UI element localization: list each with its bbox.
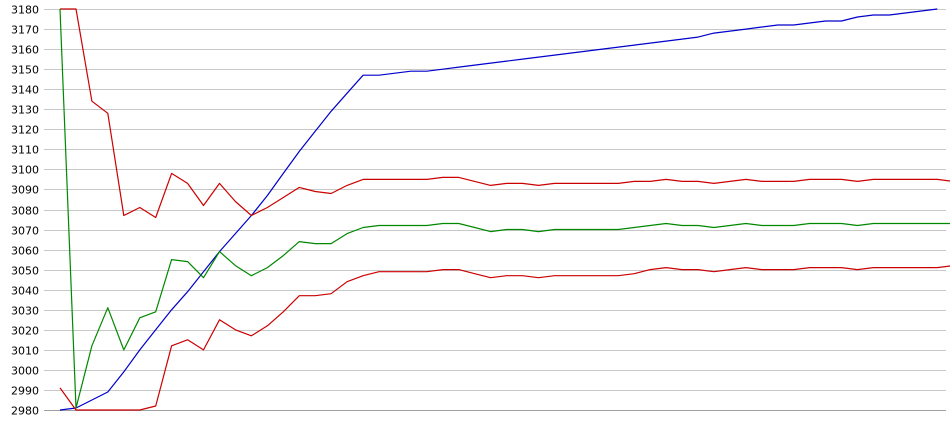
y-tick-label: 3080 [11, 205, 39, 218]
y-tick-label: 3020 [11, 325, 39, 338]
y-tick-label: 3100 [11, 164, 39, 177]
y-tick-label: 2990 [11, 385, 39, 398]
y-tick-label: 3060 [11, 245, 39, 258]
y-tick-label: 3070 [11, 225, 39, 238]
y-axis-tick-labels: 2980 2990 3000 3010 3020 3030 3040 3050 3060 3070… [11, 4, 39, 418]
y-tick-label: 3180 [11, 4, 39, 17]
series-line-3 [59, 8, 950, 409]
y-tick-label: 3050 [11, 265, 39, 278]
y-tick-label: 3110 [11, 144, 39, 157]
y-tick-label: 3090 [11, 184, 39, 197]
series-lines [59, 8, 950, 411]
y-tick-label: 3120 [11, 124, 39, 137]
y-tick-label: 3150 [11, 64, 39, 77]
series-line-1 [59, 8, 938, 411]
y-tick-label: 3170 [11, 24, 39, 37]
y-tick-label: 2980 [11, 405, 39, 418]
y-tick-label: 3130 [11, 104, 39, 117]
y-tick-label: 3140 [11, 84, 39, 97]
y-tick-label: 3160 [11, 44, 39, 57]
series-line-2 [60, 8, 950, 219]
y-tick-label: 3010 [11, 345, 39, 358]
y-tick-label: 3000 [11, 365, 39, 378]
y-tick-label: 3040 [11, 285, 39, 298]
gridlines [44, 9, 946, 411]
y-tick-label: 3030 [11, 305, 39, 318]
series-line-4 [59, 265, 950, 411]
